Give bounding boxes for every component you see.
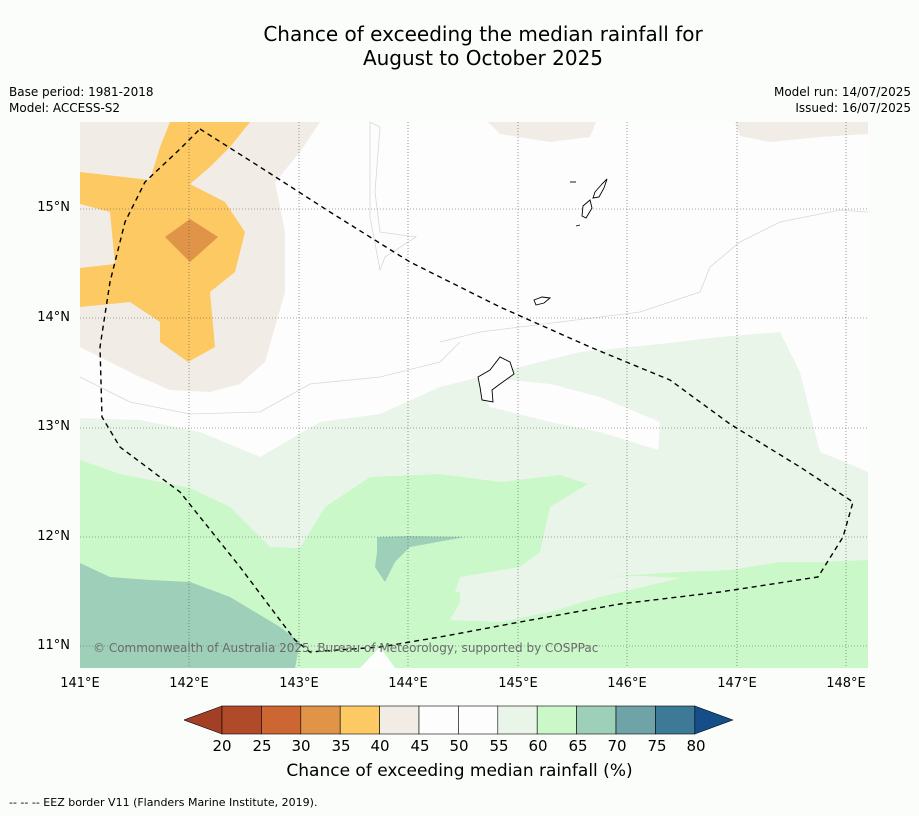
graticule: [80, 122, 868, 668]
colorbar-swatch-11: [655, 705, 696, 735]
colorbar-swatch-4: [379, 705, 420, 735]
zone-60-65: [80, 460, 868, 668]
contour-line-north: [369, 122, 418, 272]
cbar-tick-50: 50: [449, 737, 469, 755]
zone-65-70-patch: [375, 536, 465, 582]
cbar-tick-20: 20: [212, 737, 232, 755]
lat-label-11: 11°N: [37, 638, 70, 653]
eez-footnote: -- -- -- EEZ border V11 (Flanders Marine…: [9, 796, 318, 809]
zone-30-35: [165, 219, 218, 262]
lon-label-148: 148°E: [826, 676, 866, 691]
contour-line-west: [80, 341, 461, 415]
cbar-tick-30: 30: [291, 737, 311, 755]
lat-label-14: 14°N: [37, 310, 70, 325]
island-saipan: [592, 178, 608, 199]
island-tinian: [581, 199, 593, 219]
zone-40-45-n: [488, 122, 596, 142]
contour-line-east: [439, 209, 868, 343]
issued-date: Issued: 16/07/2025: [795, 101, 911, 115]
lon-label-141: 141°E: [60, 676, 100, 691]
zone-55-60-pocket: [450, 576, 680, 622]
colorbar-swatch-7: [497, 705, 538, 735]
colorbar-swatch-3: [339, 705, 380, 735]
zone-65-70-sw: [80, 563, 300, 668]
meta-right: Model run: 14/07/2025 Issued: 16/07/2025: [774, 84, 911, 116]
zone-50-55-bottom: [360, 647, 395, 668]
zone-35-40: [80, 122, 250, 362]
cbar-tick-60: 60: [528, 737, 548, 755]
island-guam: [477, 356, 515, 403]
colorbar-swatch-10: [615, 705, 656, 735]
lon-label-147: 147°E: [717, 676, 757, 691]
colorbar: [184, 705, 734, 735]
island-aguijan: [575, 224, 581, 227]
cbar-tick-25: 25: [252, 737, 272, 755]
colorbar-over-arrow: [694, 705, 734, 735]
cbar-tick-55: 55: [489, 737, 509, 755]
islands: [477, 178, 608, 403]
colorbar-swatch-0: [221, 705, 262, 735]
lon-label-146: 146°E: [607, 676, 647, 691]
cbar-tick-45: 45: [410, 737, 430, 755]
lat-label-13: 13°N: [37, 419, 70, 434]
zone-40-45-ne: [735, 122, 868, 142]
colorbar-label: Chance of exceeding median rainfall (%): [286, 761, 633, 781]
colorbar-under-arrow: [184, 705, 223, 735]
map-title: Chance of exceeding the median rainfall …: [0, 22, 919, 70]
model-run: Model run: 14/07/2025: [773, 85, 911, 99]
lat-label-15: 15°N: [37, 200, 70, 215]
cbar-tick-35: 35: [331, 737, 351, 755]
eez-border: [99, 128, 854, 653]
cbar-tick-40: 40: [370, 737, 390, 755]
rainfall-map: © Commonwealth of Australia 2025, Bureau…: [80, 122, 868, 668]
meta-left: Base period: 1981-2018 Model: ACCESS-S2: [9, 84, 154, 116]
colorbar-swatch-8: [536, 705, 577, 735]
lon-label-142: 142°E: [169, 676, 209, 691]
colorbar-swatch-6: [458, 705, 499, 735]
lon-label-145: 145°E: [498, 676, 538, 691]
title-line-1: Chance of exceeding the median rainfall …: [263, 22, 703, 46]
title-line-2: August to October 2025: [362, 46, 604, 70]
colorbar-swatch-2: [300, 705, 341, 735]
cbar-tick-75: 75: [647, 737, 667, 755]
cbar-tick-80: 80: [686, 737, 706, 755]
model-name: Model: ACCESS-S2: [9, 101, 121, 115]
colorbar-swatch-5: [418, 705, 459, 735]
cbar-tick-70: 70: [607, 737, 627, 755]
lon-label-143: 143°E: [279, 676, 319, 691]
zone-50-55-inset: [480, 377, 660, 450]
copyright-notice: © Commonwealth of Australia 2025, Bureau…: [93, 641, 599, 655]
colorbar-swatch-9: [576, 705, 617, 735]
lon-label-144: 144°E: [388, 676, 428, 691]
cbar-tick-65: 65: [568, 737, 588, 755]
island-rota: [533, 296, 552, 306]
colorbar-swatch-1: [261, 705, 302, 735]
map-canvas: [80, 122, 868, 668]
base-period: Base period: 1981-2018: [9, 85, 154, 99]
lat-label-12: 12°N: [37, 529, 70, 544]
